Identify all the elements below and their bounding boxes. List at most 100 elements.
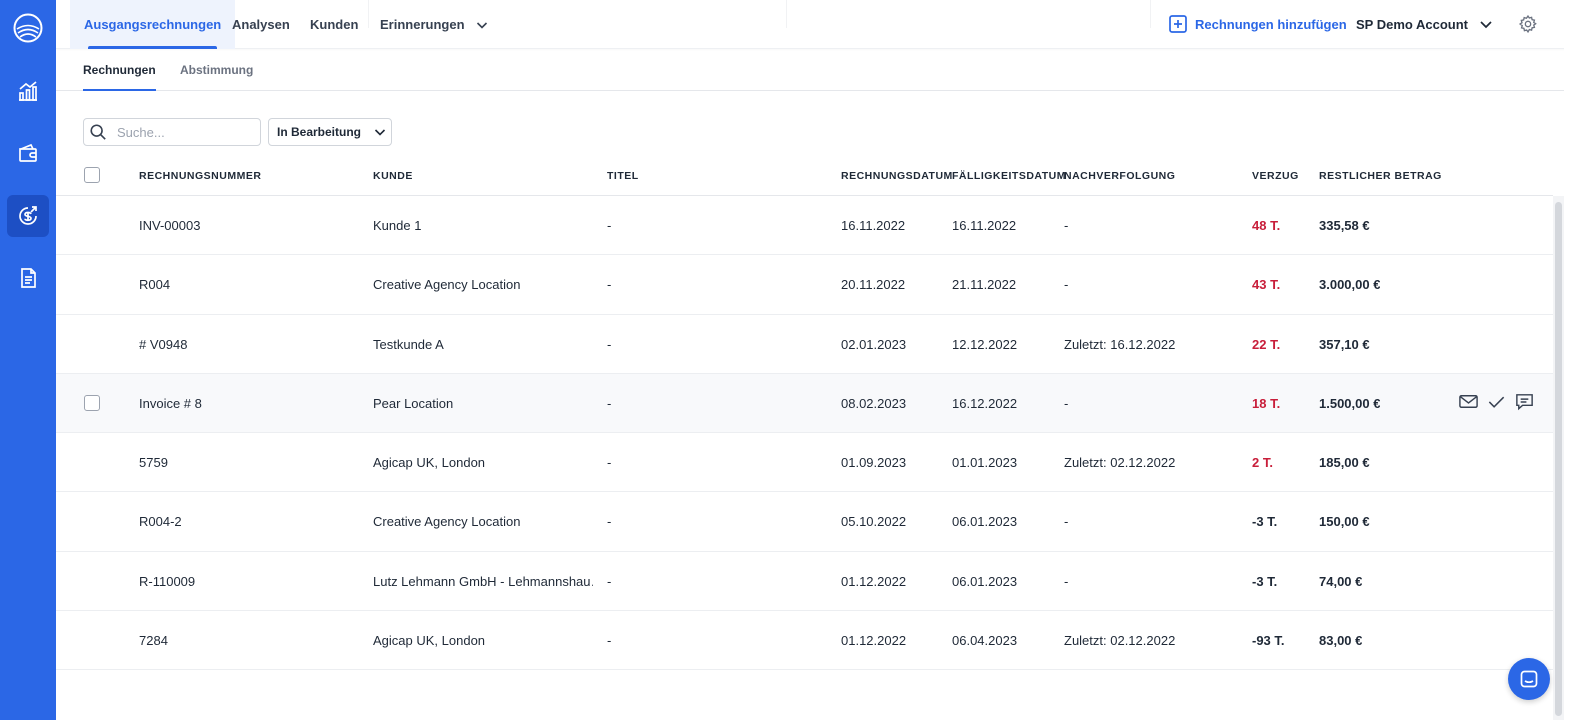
cell-invoice-date: 01.09.2023: [841, 455, 907, 471]
cell-title: -: [607, 514, 612, 530]
scrollbar-thumb[interactable]: [1555, 202, 1562, 716]
sidebar-item-wallet[interactable]: [7, 132, 49, 174]
column-header-followup[interactable]: Nachverfolgung: [1064, 169, 1176, 182]
cell-followup: -: [1064, 218, 1069, 233]
cell-followup: -: [1064, 573, 1069, 589]
cell-amount: 357,10 €: [1319, 336, 1370, 352]
row-checkbox[interactable]: [84, 394, 100, 411]
cell-followup: Zuletzt: 16.12.2022: [1064, 336, 1176, 352]
cell-amount: 1.500,00 €: [1319, 395, 1381, 411]
cell-title: -: [607, 455, 612, 471]
document-icon: [21, 268, 36, 288]
cell-amount: 185,00 €: [1319, 455, 1370, 471]
table-row[interactable]: Invoice # 8 Pear Location - 08.02.2023 16.12…: [56, 373, 1553, 434]
cell-invoice-number: 5759: [139, 455, 168, 471]
sidebar-item-documents[interactable]: [7, 257, 49, 299]
sidebar-item-receivables[interactable]: [7, 195, 49, 237]
column-header-due-date[interactable]: Fälligkeitsdatum: [952, 169, 1066, 182]
cell-due-date: 06.04.2023: [952, 633, 1018, 649]
chat-icon: [1520, 670, 1538, 688]
checkmark-icon[interactable]: [1486, 391, 1507, 412]
chat-button[interactable]: [1508, 658, 1550, 700]
cell-followup: Zuletzt: 02.12.2022: [1064, 633, 1176, 649]
cell-title: -: [607, 277, 612, 293]
column-header-title[interactable]: Titel: [607, 169, 639, 182]
chevron-down-icon: [476, 21, 487, 29]
cell-title: -: [607, 633, 612, 649]
add-invoices-button[interactable]: Rechnungen hinzufügen: [1168, 13, 1347, 35]
subtab-label: Abstimmung: [180, 63, 254, 77]
column-header-invoice-date[interactable]: Rechnungsdatum: [841, 169, 953, 182]
cell-overdue: -93 T.: [1252, 633, 1285, 649]
table-row[interactable]: R004 Creative Agency Location - 20.11.2022 2…: [56, 255, 1553, 315]
account-menu[interactable]: SP Demo Account: [1356, 13, 1494, 35]
cell-title: -: [607, 218, 612, 233]
tab-ausgangsrechnungen[interactable]: Ausgangsrechnungen: [70, 0, 236, 49]
table-row[interactable]: 7284 Agicap UK, London - 01.12.2022 06.04.20…: [56, 611, 1553, 671]
cell-invoice-date: 05.10.2022: [841, 514, 907, 530]
subtab-rechnungen[interactable]: Rechnungen: [83, 49, 156, 91]
tab-label: Analysen: [232, 17, 290, 32]
chevron-down-icon: [374, 129, 386, 136]
tab-analysen[interactable]: Analysen: [218, 0, 304, 49]
cell-title: -: [607, 573, 612, 589]
window-edge: [1564, 0, 1574, 720]
status-filter-value: In Bearbeitung: [277, 125, 362, 139]
column-header-overdue[interactable]: Verzug: [1252, 169, 1299, 182]
cell-invoice-date: 08.02.2023: [841, 395, 907, 411]
column-header-customer[interactable]: Kunde: [373, 169, 413, 182]
cell-customer: Lutz Lehmann GmbH - Lehmannshau…: [373, 573, 593, 589]
table-scrollbar[interactable]: [1553, 196, 1564, 720]
tab-label: Kunden: [310, 17, 359, 32]
sidebar-item-analytics[interactable]: [7, 70, 49, 112]
cell-invoice-date: 20.11.2022: [841, 277, 906, 293]
top-navigation: Ausgangsrechnungen Analysen Kunden Erinn…: [56, 0, 1574, 49]
cell-invoice-date: 02.01.2023: [841, 336, 907, 352]
tab-kunden[interactable]: Kunden: [296, 0, 372, 49]
cell-customer: Testkunde A: [373, 336, 444, 352]
cell-amount: 3.000,00 €: [1319, 277, 1381, 293]
cell-invoice-number: INV-00003: [139, 218, 201, 233]
cell-due-date: 06.01.2023: [952, 514, 1018, 530]
cell-invoice-number: # V0948: [139, 336, 188, 352]
gear-icon[interactable]: [1518, 14, 1538, 34]
add-square-icon: [1169, 15, 1187, 33]
status-filter-select[interactable]: In Bearbeitung: [268, 118, 392, 146]
select-all-checkbox[interactable]: [84, 167, 100, 183]
table-row[interactable]: 5759 Agicap UK, London - 01.09.2023 01.01.20…: [56, 433, 1553, 493]
cell-overdue: -3 T.: [1252, 514, 1278, 530]
table-row[interactable]: R-110009 Lutz Lehmann GmbH - Lehmannshau……: [56, 552, 1553, 612]
column-header-number[interactable]: Rechnungsnummer: [139, 169, 262, 182]
table-row[interactable]: R004-2 Creative Agency Location - 05.10.202…: [56, 492, 1553, 552]
tab-erinnerungen[interactable]: Erinnerungen: [366, 0, 503, 49]
cell-invoice-date: 01.12.2022: [841, 573, 907, 589]
subtab-abstimmung[interactable]: Abstimmung: [180, 49, 253, 91]
column-header-amount[interactable]: Restlicher Betrag: [1319, 169, 1442, 182]
analytics-chart-icon: [19, 81, 37, 101]
table-body: INV-00003 Kunde 1 - 16.11.2022 16.11.2022 - 48…: [56, 196, 1553, 671]
cell-overdue: 18 T.: [1252, 395, 1281, 411]
mail-icon[interactable]: [1458, 391, 1479, 412]
cell-customer: Agicap UK, London: [373, 633, 486, 649]
cell-invoice-number: 7284: [139, 633, 168, 649]
subtab-label: Rechnungen: [83, 63, 156, 77]
nav-divider: [368, 0, 369, 28]
receivables-icon: [19, 206, 37, 225]
account-name: SP Demo Account: [1356, 16, 1468, 32]
cell-amount: 74,00 €: [1319, 573, 1363, 589]
table-row[interactable]: # V0948 Testkunde A - 02.01.2023 12.12.2022 Z…: [56, 315, 1553, 374]
cell-followup: -: [1064, 277, 1069, 293]
table-row[interactable]: INV-00003 Kunde 1 - 16.11.2022 16.11.2022 - 48…: [56, 196, 1553, 256]
app-logo[interactable]: [12, 12, 44, 44]
cell-title: -: [607, 395, 612, 411]
row-actions: [1458, 391, 1535, 412]
cell-customer: Creative Agency Location: [373, 514, 521, 530]
cell-due-date: 06.01.2023: [952, 573, 1018, 589]
cell-invoice-number: R004-2: [139, 514, 182, 530]
cell-followup: -: [1064, 395, 1069, 411]
cell-due-date: 01.01.2023: [952, 455, 1018, 471]
search-input[interactable]: [117, 124, 247, 140]
comment-icon[interactable]: [1514, 391, 1535, 412]
cell-title: -: [607, 336, 612, 352]
cell-followup: Zuletzt: 02.12.2022: [1064, 455, 1176, 471]
